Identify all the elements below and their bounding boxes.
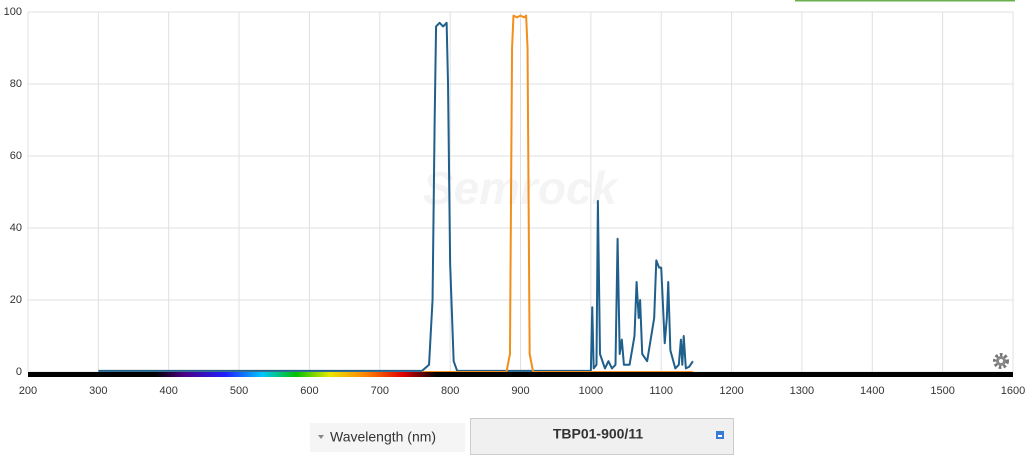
x-tick-label: 800 (441, 385, 459, 397)
ticks: 200 300 400 500 600 700 800 900 1000 1100 1200 1300… (4, 6, 1026, 397)
x-tick-label: 1600 (1001, 385, 1025, 397)
filter-button[interactable] (470, 418, 734, 455)
filter-button-label: TBP01-900/11 (553, 426, 643, 442)
watermark: Semrock (423, 162, 620, 214)
x-tick-label: 1500 (930, 385, 954, 397)
x-tick-label: 600 (300, 385, 318, 397)
x-tick-label: 900 (511, 385, 529, 397)
series-line (422, 14, 693, 373)
x-tick-label: 300 (89, 385, 107, 397)
y-tick-label: 40 (10, 222, 22, 234)
y-tick-label: 0 (16, 366, 22, 378)
axis-selector[interactable] (310, 423, 465, 452)
x-tick-label: 1000 (579, 385, 603, 397)
y-tick-label: 20 (10, 294, 22, 306)
x-tick-label: 1400 (860, 385, 884, 397)
x-tick-label: 1300 (790, 385, 814, 397)
save-icon-detail (718, 435, 722, 437)
y-tick-label: 100 (4, 6, 22, 18)
settings-icon[interactable] (993, 353, 1009, 369)
series (98, 14, 694, 373)
y-tick-label: 80 (10, 78, 22, 90)
x-tick-label: 1200 (719, 385, 743, 397)
x-tick-label: 1100 (649, 385, 673, 397)
x-tick-label: 200 (19, 385, 37, 397)
x-tick-label: 500 (230, 385, 248, 397)
axis-selector-label: Wavelength (nm) (330, 429, 436, 445)
x-tick-label: 700 (371, 385, 389, 397)
x-tick-label: 400 (160, 385, 178, 397)
spectrum-visible (155, 372, 437, 377)
dropdown-arrow (318, 435, 324, 439)
series-line (98, 21, 694, 372)
y-tick-label: 60 (10, 150, 22, 162)
spectrum-bar (28, 372, 1013, 377)
